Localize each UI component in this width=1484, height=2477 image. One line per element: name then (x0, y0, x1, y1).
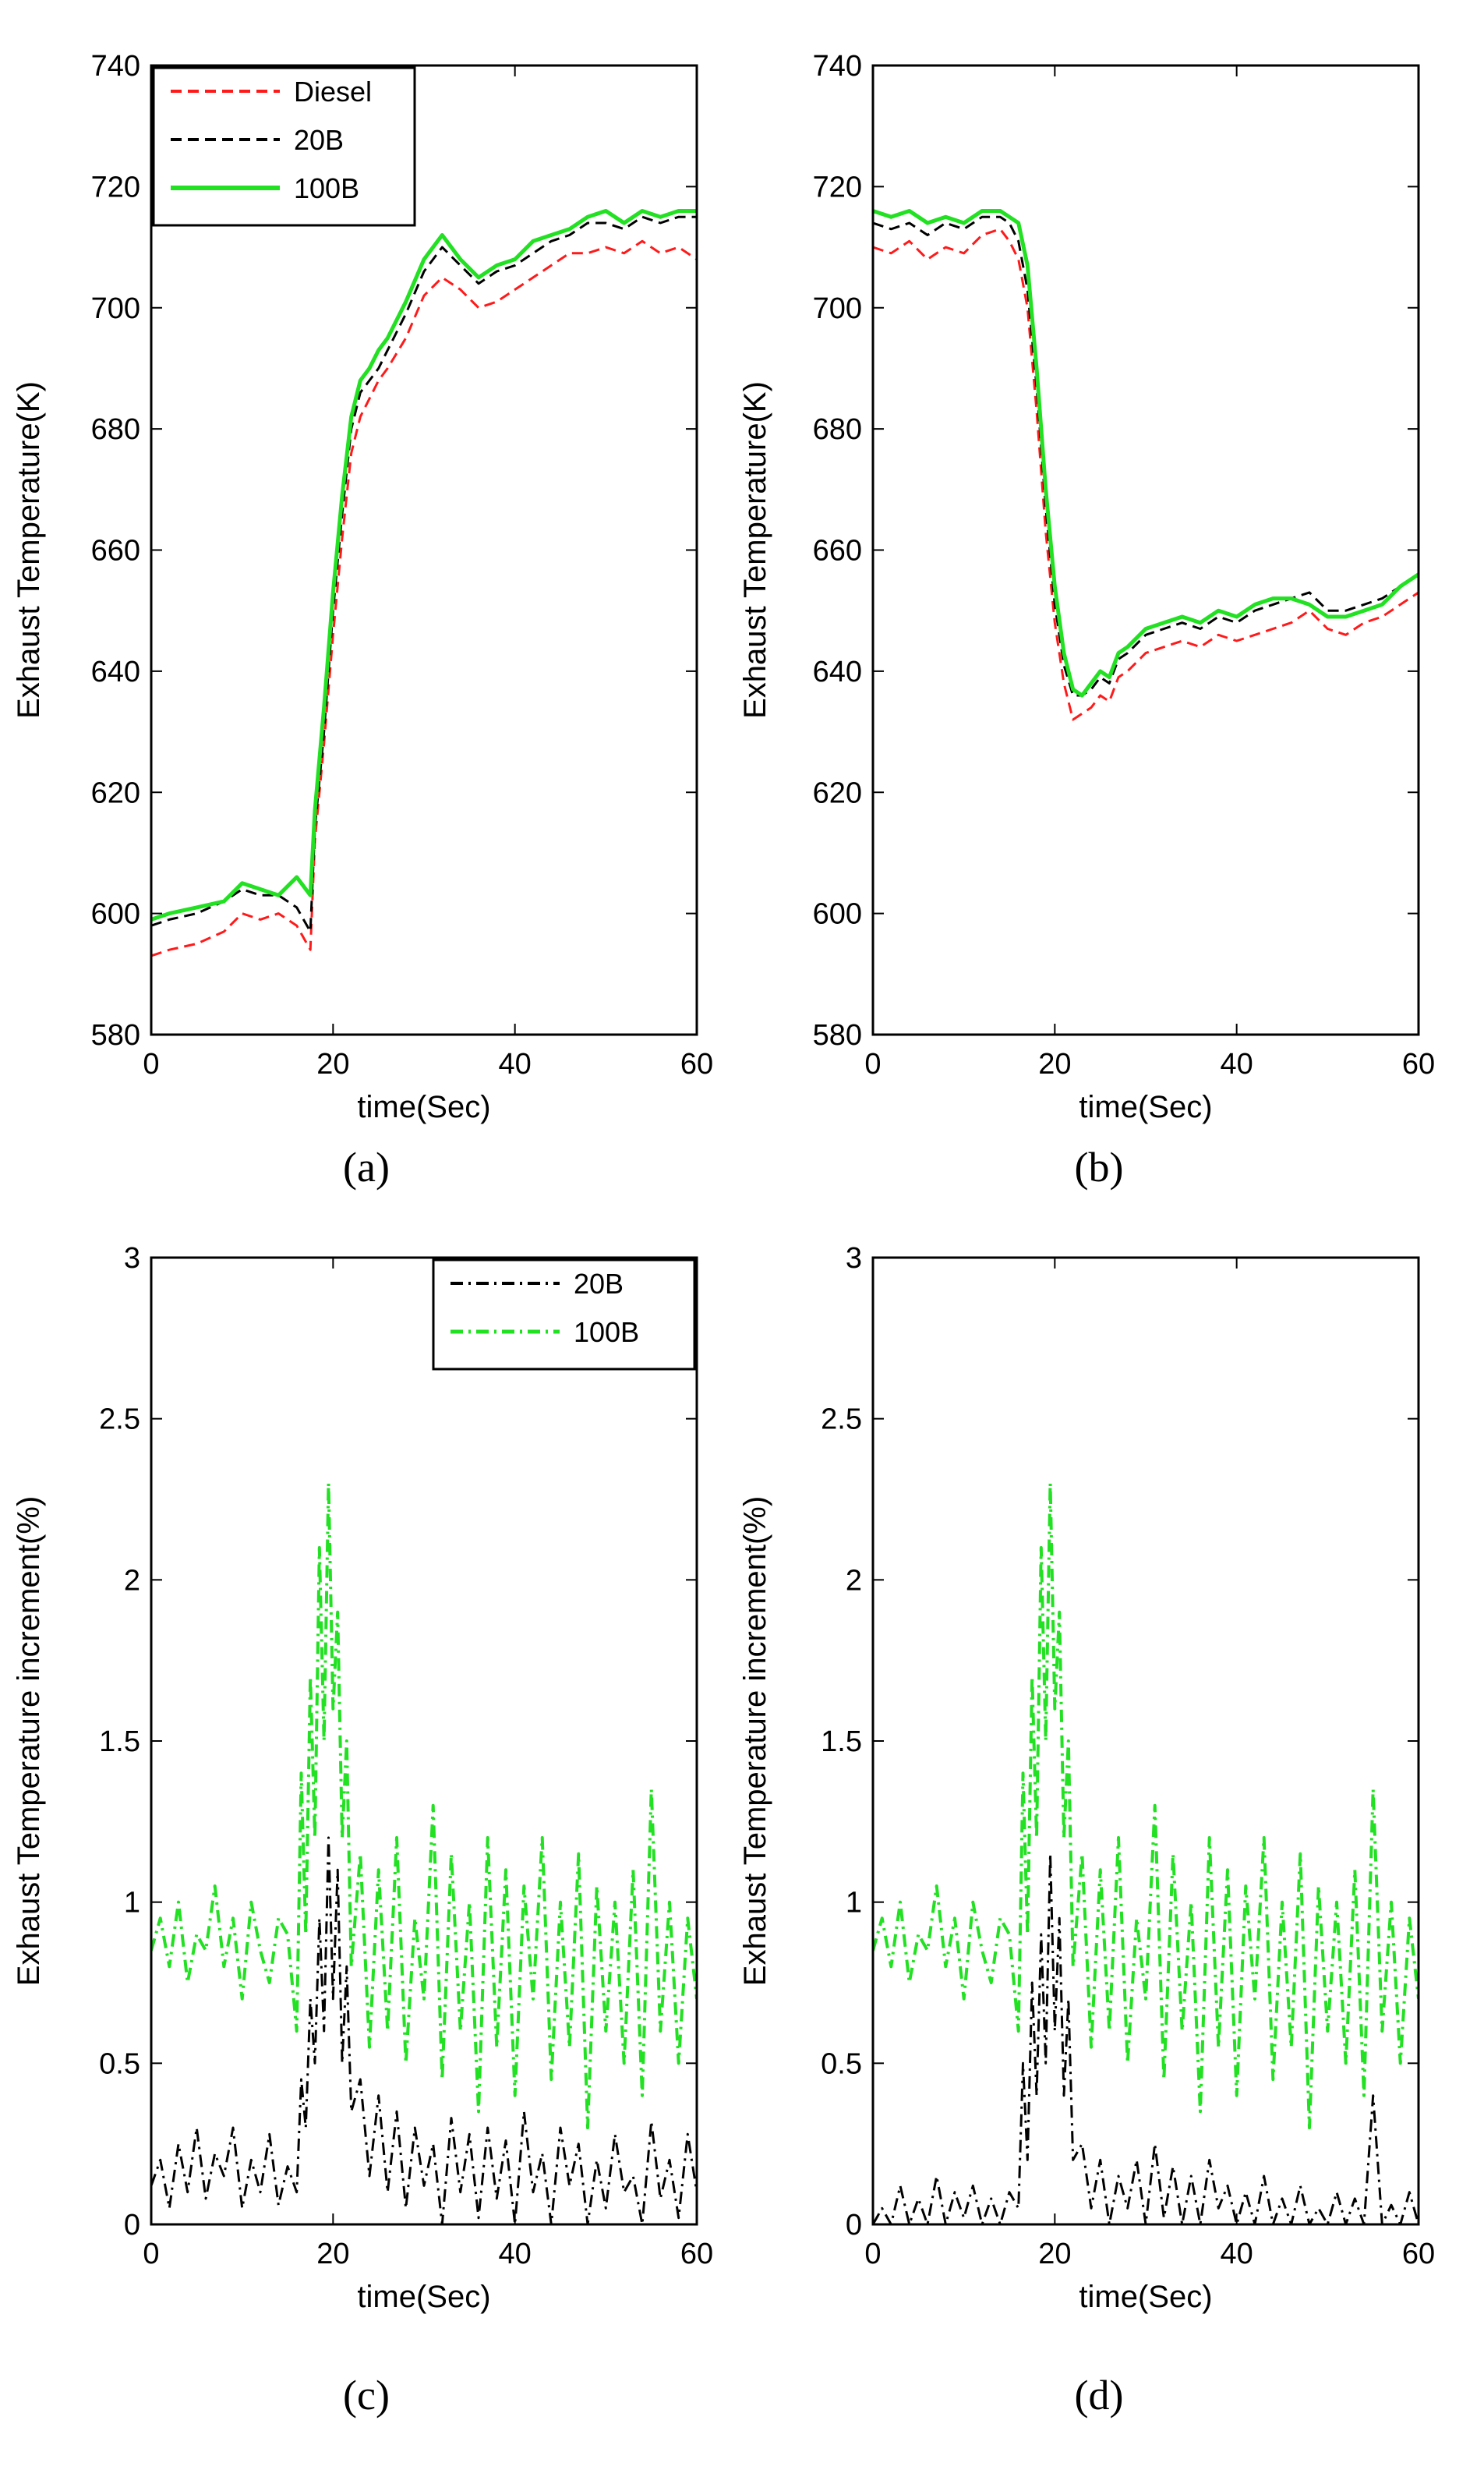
legend-box (152, 66, 416, 227)
series-line-b-100b (873, 209, 1419, 698)
panel-d: 0 20 40 60 0 0.5 1 1.5 2 2.5 3 time(Sec) Exhaust Tem… (738, 1242, 1435, 2419)
y-tick-label: 620 (813, 777, 862, 809)
y-tick-label: 3 (846, 1242, 862, 1275)
y-tick-label: 2.5 (821, 1403, 862, 1436)
y-tick-label: 0 (846, 2209, 862, 2242)
x-tick-label: 0 (864, 2238, 881, 2270)
y-tick-label: 660 (91, 535, 140, 568)
y-tick-label: 640 (91, 656, 140, 688)
y-tick-label: 580 (813, 1019, 862, 1052)
y-tick-label: 740 (91, 50, 140, 83)
x-tick-label: 0 (143, 2238, 159, 2270)
y-tick-label: 1 (124, 1887, 140, 1920)
plot-area-b (873, 65, 1419, 1035)
y-tick-label: 720 (813, 171, 862, 203)
panel-a: 0 20 40 60 580 600 620 640 660 680 700 720 740 time(S… (12, 50, 713, 1191)
series-line-c-20b (151, 1836, 697, 2224)
series-line-d-20b (873, 1852, 1419, 2224)
y-tick-label: 2 (846, 1564, 862, 1597)
panel-label-d: (d) (1075, 2372, 1124, 2419)
y-tick-label: 580 (91, 1019, 140, 1052)
panel-label-a: (a) (343, 1144, 390, 1191)
y-tick-label: 1 (846, 1887, 862, 1920)
y-axis-title-a: Exhaust Temperature(K) (12, 381, 46, 719)
x-tick-label: 20 (1038, 2238, 1071, 2270)
series-line-b-diesel (873, 228, 1419, 721)
y-tick-label: 2.5 (99, 1403, 140, 1436)
legend-label-100b: 100B (294, 172, 359, 204)
panel-b: 0 20 40 60 580 600 620 640 660 680 700 720 740 time(S… (738, 50, 1435, 1191)
x-tick-label: 0 (864, 1048, 881, 1081)
y-tick-label: 680 (91, 413, 140, 446)
y-tick-label: 0.5 (821, 2047, 862, 2080)
y-tick-label: 2 (124, 1564, 140, 1597)
x-tick-label: 60 (1402, 1048, 1435, 1081)
y-tick-label: 3 (124, 1242, 140, 1275)
y-tick-label: 1.5 (821, 1725, 862, 1758)
panel-label-b: (b) (1075, 1144, 1124, 1191)
legend-a: Diesel 20B 100B (152, 66, 416, 227)
legend-label-diesel: Diesel (294, 76, 372, 108)
y-tick-label: 700 (813, 292, 862, 325)
x-tick-label: 40 (499, 2238, 532, 2270)
x-tick-label: 40 (1221, 2238, 1253, 2270)
series-line-d-100b (873, 1481, 1419, 2129)
y-tick-label: 700 (91, 292, 140, 325)
y-tick-label: 660 (813, 535, 862, 568)
x-tick-label: 20 (316, 2238, 349, 2270)
legend-label-100b: 100B (574, 1316, 639, 1348)
x-axis-title-d: time(Sec) (1079, 2280, 1212, 2314)
x-tick-label: 20 (1038, 1048, 1071, 1081)
plot-area-c (151, 1258, 697, 2224)
y-tick-label: 720 (91, 171, 140, 203)
legend-c: 20B 100B (432, 1258, 696, 1371)
series-line-a-diesel (151, 239, 697, 957)
y-axis-title-d: Exhaust Temperature increment(%) (738, 1496, 772, 1986)
y-axis-title-c: Exhaust Temperature increment(%) (12, 1496, 46, 1986)
x-tick-label: 40 (499, 1048, 532, 1081)
series-line-b-20b (873, 215, 1419, 697)
y-tick-label: 1.5 (99, 1725, 140, 1758)
y-tick-label: 0.5 (99, 2047, 140, 2080)
y-tick-label: 740 (813, 50, 862, 83)
y-tick-label: 680 (813, 413, 862, 446)
x-tick-label: 60 (680, 2238, 713, 2270)
plot-area-d (873, 1258, 1419, 2224)
x-tick-label: 60 (680, 1048, 713, 1081)
y-tick-label: 600 (813, 898, 862, 931)
x-tick-label: 0 (143, 1048, 159, 1081)
series-line-c-100b (151, 1481, 697, 2129)
x-tick-label: 20 (316, 1048, 349, 1081)
y-axis-title-b: Exhaust Temperature(K) (738, 381, 772, 719)
y-tick-label: 640 (813, 656, 862, 688)
legend-box (432, 1258, 696, 1371)
x-tick-label: 60 (1402, 2238, 1435, 2270)
x-axis-title-a: time(Sec) (357, 1090, 490, 1124)
legend-label-20b: 20B (294, 124, 344, 156)
x-tick-label: 40 (1221, 1048, 1253, 1081)
x-axis-title-c: time(Sec) (357, 2280, 490, 2314)
y-tick-label: 620 (91, 777, 140, 809)
legend-label-20b: 20B (574, 1268, 624, 1300)
series-line-a-100b (151, 209, 697, 922)
x-axis-title-b: time(Sec) (1079, 1090, 1212, 1124)
y-tick-label: 600 (91, 898, 140, 931)
panel-label-c: (c) (343, 2372, 390, 2419)
panel-c: 0 20 40 60 0 0.5 1 1.5 2 2.5 3 time(Sec) Exhaust Tem… (12, 1242, 713, 2419)
plot-area-a (151, 65, 697, 1035)
y-tick-label: 0 (124, 2209, 140, 2242)
